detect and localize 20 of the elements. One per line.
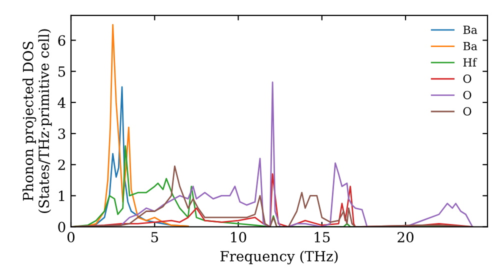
x-tick-label: 10 <box>231 232 246 242</box>
legend-label: O <box>463 74 472 83</box>
y-tick-label: 2 <box>58 160 65 170</box>
y-tick-label: 3 <box>58 128 66 140</box>
y-axis-title: Phonon projected DOS (States/THz·primitive cell) <box>22 29 52 213</box>
x-axis-title: Frequency (THz) <box>220 250 338 264</box>
y-tick-label: 0 <box>58 222 66 232</box>
legend-label: Ba <box>463 42 478 50</box>
legend-label: O <box>463 90 472 100</box>
y-tick-label: 5 <box>58 66 66 77</box>
y-tick-label: 1 <box>58 190 64 201</box>
y-tick-label: 6 <box>58 35 66 46</box>
x-tick-label: 0 <box>67 232 74 242</box>
y-tick-label: 4 <box>58 97 66 108</box>
x-tick-label: 5 <box>151 232 158 242</box>
legend-label: Ba <box>463 26 478 34</box>
legend-label: O <box>463 107 472 116</box>
x-tick-label: 15 <box>314 232 330 242</box>
legend-label: Hf <box>463 58 478 66</box>
x-tick-label: 20 <box>398 232 414 242</box>
